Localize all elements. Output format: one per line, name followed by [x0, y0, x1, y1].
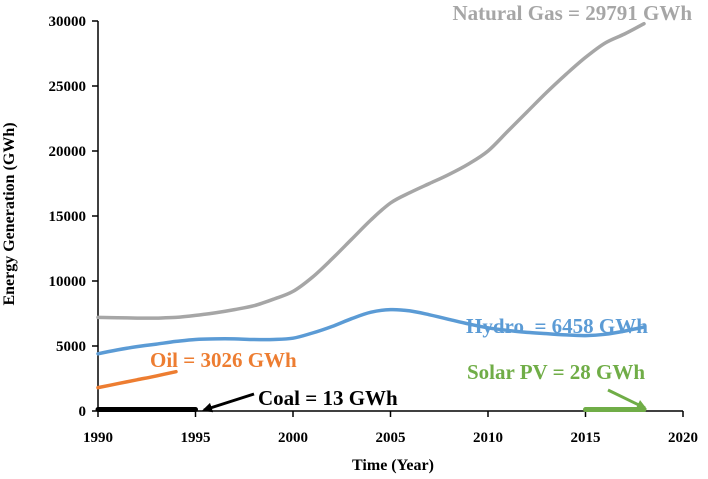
y-axis: 0 5000 10000 15000 20000 25000 30000: [49, 14, 99, 420]
series-lines: [95, 21, 647, 413]
solar-pv-label: Solar PV = 28 GWh: [467, 360, 645, 384]
x-tick-label: 1990: [83, 430, 113, 446]
y-tick-label: 0: [79, 404, 87, 420]
oil-label: Oil = 3026 GWh: [150, 348, 297, 372]
hydro-label: Hydro = 6458 GWh: [466, 314, 648, 338]
x-tick-label: 2005: [376, 430, 406, 446]
y-tick-label: 5000: [56, 339, 86, 355]
oil-series-line: [96, 369, 178, 390]
y-tick-label: 25000: [49, 79, 87, 95]
x-axis-title: Time (Year): [352, 457, 434, 474]
x-tick-label: 2010: [473, 430, 503, 446]
y-tick-label: 15000: [49, 209, 87, 225]
solar-pv-arrow: [607, 388, 647, 410]
x-tick-label: 2015: [571, 430, 601, 446]
coal-arrow: [202, 392, 255, 413]
coal-label: Coal = 13 GWh: [258, 386, 398, 410]
x-tick-label: 1995: [181, 430, 211, 446]
y-tick-label: 20000: [49, 144, 87, 160]
y-tick-label: 10000: [49, 274, 87, 290]
x-axis: 1990 1995 2000 2005 2010 2015 2020: [83, 410, 698, 446]
natural-gas-label: Natural Gas = 29791 GWh: [453, 1, 693, 25]
natural-gas-series-line: [96, 21, 646, 320]
hydro-series-line: [96, 307, 646, 356]
x-tick-label: 2020: [668, 430, 698, 446]
y-axis-title: Energy Generation (GWh): [1, 122, 18, 305]
x-tick-label: 2000: [278, 430, 308, 446]
y-tick-label: 30000: [49, 14, 87, 30]
